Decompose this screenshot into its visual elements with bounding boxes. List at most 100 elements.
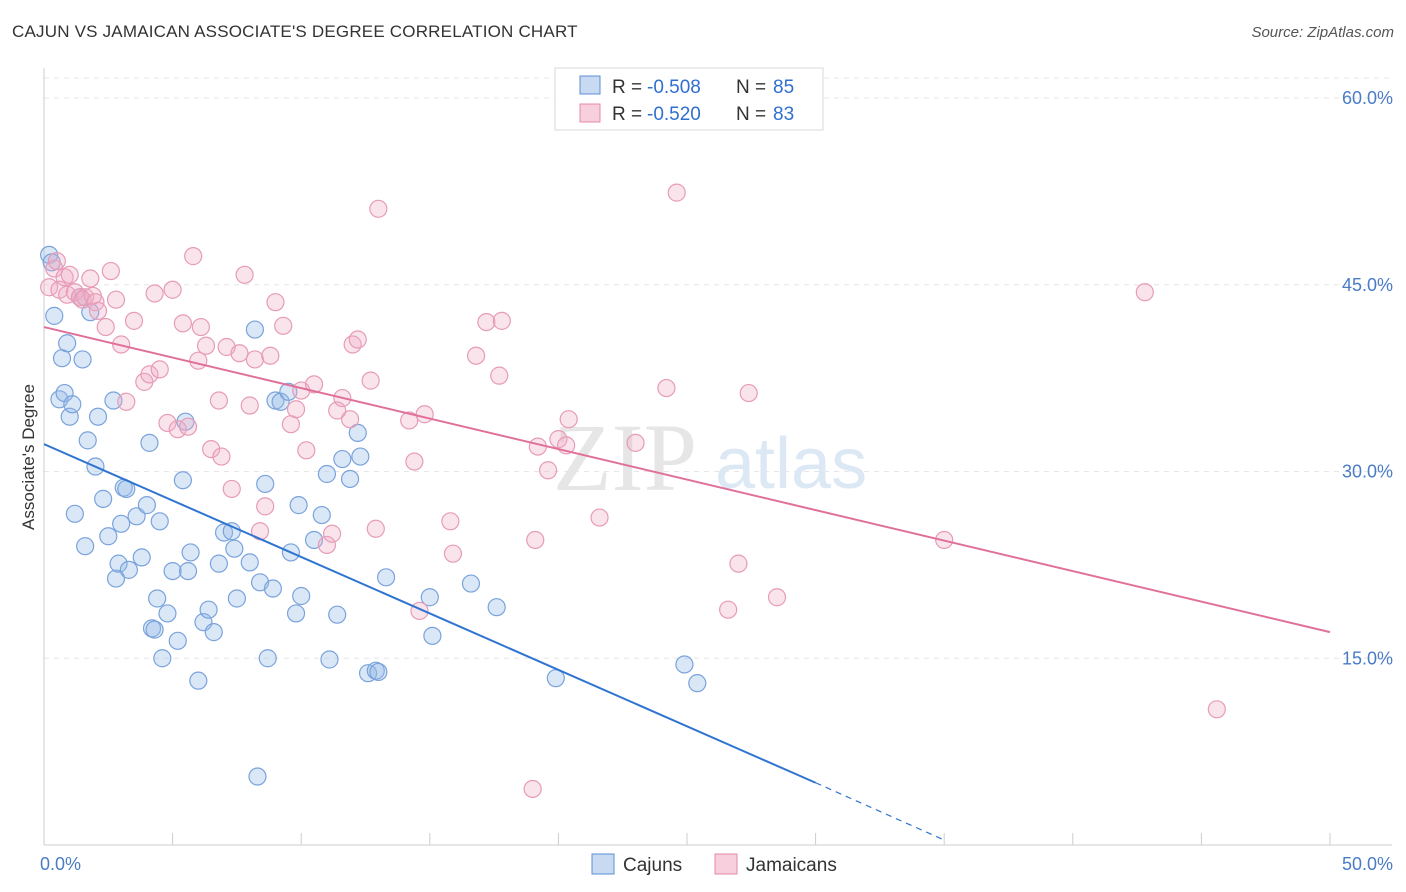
jamaican-point-88 xyxy=(1135,283,1154,302)
cajun-point-49 xyxy=(225,539,244,558)
jamaican-point-26 xyxy=(163,280,182,299)
legend-n-value-cajuns: 85 xyxy=(773,77,794,98)
jamaican-point-45 xyxy=(261,346,280,365)
jamaican-point-75 xyxy=(539,461,558,480)
y-tick-label-60: 60.0% xyxy=(1342,88,1393,108)
jamaican-point-7 xyxy=(65,283,84,302)
chart-title: CAJUN VS JAMAICAN ASSOCIATE'S DEGREE COR… xyxy=(12,22,578,41)
jamaican-point-61 xyxy=(366,519,385,538)
jamaican-point-81 xyxy=(657,378,676,398)
grid-lines xyxy=(44,77,1392,659)
jamaican-point-19 xyxy=(117,392,136,411)
jamaican-point-39 xyxy=(230,344,249,363)
cajun-point-55 xyxy=(256,474,275,494)
jamaican-point-31 xyxy=(189,351,208,370)
cajun-point-66 xyxy=(312,505,331,525)
jamaican-point-44 xyxy=(256,497,275,516)
jamaican-point-16 xyxy=(101,261,120,281)
jamaican-point-40 xyxy=(235,265,254,284)
cajun-point-44 xyxy=(199,600,218,619)
cajun-point-29 xyxy=(140,433,159,452)
jamaican-point-71 xyxy=(490,366,509,385)
cajun-point-32 xyxy=(148,589,167,608)
jamaican-point-58 xyxy=(343,335,362,354)
jamaican-point-23 xyxy=(145,284,164,303)
series-jamaicans xyxy=(40,183,1226,799)
cajun-point-46 xyxy=(209,554,228,573)
cajun-point-71 xyxy=(340,469,360,489)
cajun-point-84 xyxy=(688,674,707,693)
cajun-point-48 xyxy=(222,522,241,541)
trend-lines xyxy=(43,326,1331,841)
cajun-point-38 xyxy=(173,471,192,490)
jamaican-point-62 xyxy=(369,199,388,218)
jamaican-point-59 xyxy=(348,330,367,349)
jamaican-point-84 xyxy=(729,554,748,573)
cajun-point-16 xyxy=(88,407,108,426)
cajun-point-19 xyxy=(104,391,123,410)
cajun-point-83 xyxy=(675,655,694,674)
jamaican-point-60 xyxy=(361,371,380,390)
cajun-point-67 xyxy=(317,464,337,484)
legend-r-label-jamaicans: R = xyxy=(612,104,642,125)
cajun-point-73 xyxy=(351,447,370,466)
cajun-point-8 xyxy=(63,395,82,414)
jamaican-point-42 xyxy=(245,350,265,369)
cajun-point-41 xyxy=(181,543,200,562)
cajun-point-57 xyxy=(263,579,283,598)
jamaican-point-15 xyxy=(96,317,115,337)
jamaican-point-22 xyxy=(140,365,159,384)
jamaican-point-24 xyxy=(150,360,169,379)
series-cajuns xyxy=(40,245,707,786)
jamaican-point-82 xyxy=(667,183,686,202)
jamaican-point-86 xyxy=(767,588,787,607)
cajun-point-53 xyxy=(248,767,267,786)
legend-r-label-cajuns: R = xyxy=(612,77,642,98)
jamaican-point-46 xyxy=(266,293,285,312)
watermark-atlas: atlas xyxy=(715,424,867,504)
y-tick-label-15: 15.0% xyxy=(1342,648,1393,668)
cajuns-trend-extension xyxy=(815,782,945,841)
cajun-point-25 xyxy=(119,560,138,579)
jamaican-point-38 xyxy=(222,479,241,499)
cajun-point-70 xyxy=(333,449,352,469)
jamaican-point-67 xyxy=(441,512,460,531)
x-ticks xyxy=(43,833,1331,845)
cajun-point-37 xyxy=(168,631,187,650)
cajun-point-28 xyxy=(137,496,156,515)
bottom-legend-swatch-jamaicans xyxy=(714,853,738,875)
y-tick-label-30: 30.0% xyxy=(1342,462,1393,482)
jamaican-point-30 xyxy=(184,247,203,266)
jamaican-point-17 xyxy=(106,290,126,309)
jamaican-point-64 xyxy=(405,452,424,471)
x-tick-label-max: 50.0% xyxy=(1342,854,1393,874)
jamaican-point-72 xyxy=(492,311,511,330)
legend-swatch-jamaicans xyxy=(579,103,601,123)
legend-n-value-jamaicans: 83 xyxy=(773,104,794,125)
jamaican-point-49 xyxy=(286,400,306,419)
cajun-point-9 xyxy=(65,504,84,523)
cajun-point-62 xyxy=(286,604,306,623)
jamaican-point-47 xyxy=(274,316,293,335)
jamaican-point-53 xyxy=(317,535,337,555)
cajun-point-52 xyxy=(245,320,265,339)
jamaican-point-90 xyxy=(523,779,542,799)
cajun-point-12 xyxy=(76,537,95,556)
bottom-legend-label-jamaicans: Jamaicans xyxy=(746,855,837,876)
jamaican-point-73 xyxy=(526,530,545,550)
legend-r-value-jamaicans: -0.520 xyxy=(647,104,701,125)
cajuns-trend-line xyxy=(43,443,817,784)
cajun-point-68 xyxy=(320,650,339,669)
jamaican-point-33 xyxy=(196,336,216,355)
jamaican-point-41 xyxy=(240,396,259,415)
jamaican-point-80 xyxy=(626,433,645,452)
jamaican-point-28 xyxy=(173,314,192,333)
cajun-point-78 xyxy=(420,588,439,607)
cajun-point-33 xyxy=(150,512,169,531)
cajun-point-56 xyxy=(258,649,277,668)
cajun-point-31 xyxy=(145,620,164,639)
jamaican-point-32 xyxy=(191,317,210,337)
jamaican-point-57 xyxy=(340,410,360,429)
cajun-point-80 xyxy=(461,574,481,593)
cajun-point-81 xyxy=(487,598,506,617)
